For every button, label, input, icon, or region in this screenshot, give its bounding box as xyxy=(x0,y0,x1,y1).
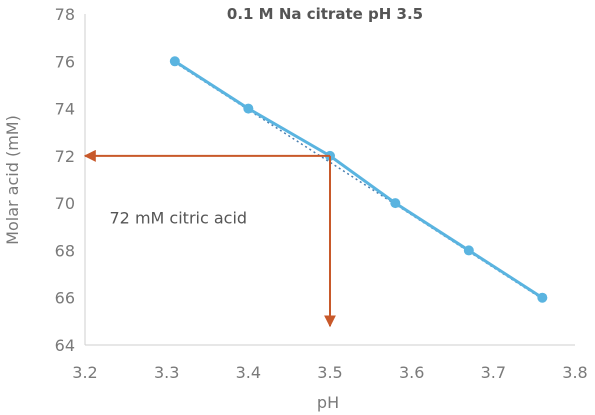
data-point xyxy=(537,292,548,303)
y-tick-labels: 64 66 68 70 72 74 76 78 xyxy=(55,5,75,355)
data-point xyxy=(243,103,254,114)
series-line xyxy=(174,60,544,299)
x-tick-label: 3.2 xyxy=(72,363,97,382)
x-tick-label: 3.3 xyxy=(154,363,179,382)
chart-title: 0.1 M Na citrate pH 3.5 xyxy=(227,5,423,23)
annotation-72mm: 72 mM citric acid xyxy=(110,208,248,227)
x-tick-label: 3.5 xyxy=(317,363,342,382)
y-tick-label: 64 xyxy=(55,336,75,355)
y-tick-label: 72 xyxy=(55,147,75,166)
y-tick-label: 76 xyxy=(55,52,75,71)
x-tick-label: 3.7 xyxy=(481,363,506,382)
series-polyline xyxy=(174,60,544,299)
y-tick-label: 70 xyxy=(55,194,75,213)
data-point xyxy=(463,245,474,256)
x-tick-label: 3.8 xyxy=(562,363,587,382)
data-point xyxy=(169,56,180,67)
y-tick-label: 78 xyxy=(55,5,75,24)
x-tick-labels: 3.2 3.3 3.4 3.5 3.6 3.7 3.8 xyxy=(72,363,587,382)
y-tick-label: 66 xyxy=(55,289,75,308)
data-point xyxy=(390,198,401,209)
axes xyxy=(84,14,575,346)
y-tick-label: 74 xyxy=(55,100,75,119)
x-tick-label: 3.4 xyxy=(236,363,261,382)
x-tick-label: 3.6 xyxy=(399,363,424,382)
arrows xyxy=(83,149,336,328)
y-tick-label: 68 xyxy=(55,241,75,260)
y-axis-label: Molar acid (mM) xyxy=(3,115,22,245)
x-axis-label: pH xyxy=(317,393,339,412)
